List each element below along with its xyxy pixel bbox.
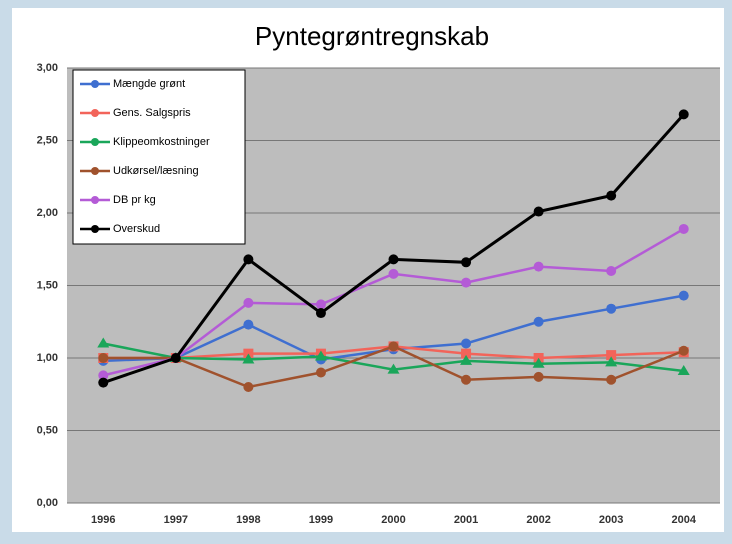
legend-marker <box>91 80 99 88</box>
point <box>679 109 689 119</box>
point <box>606 375 616 385</box>
legend-marker <box>91 167 99 175</box>
point <box>316 368 326 378</box>
legend-box <box>73 70 245 244</box>
legend-label: DB pr kg <box>113 194 156 206</box>
point <box>316 308 326 318</box>
point <box>534 207 544 217</box>
x-tick-label: 2004 <box>671 514 696 526</box>
y-tick-label: 1,50 <box>37 279 58 291</box>
point <box>243 298 253 308</box>
point <box>98 353 108 363</box>
point <box>389 341 399 351</box>
point <box>679 346 689 356</box>
point <box>171 353 181 363</box>
x-tick-label: 2002 <box>526 514 550 526</box>
point <box>606 266 616 276</box>
point <box>461 278 471 288</box>
chart-title: Pyntegrøntregnskab <box>255 21 489 51</box>
y-tick-label: 2,00 <box>37 207 58 219</box>
x-tick-label: 2003 <box>599 514 623 526</box>
y-tick-label: 2,50 <box>37 134 58 146</box>
point <box>606 304 616 314</box>
point <box>243 320 253 330</box>
point <box>679 291 689 301</box>
point <box>461 375 471 385</box>
point <box>606 191 616 201</box>
legend-label: Udkørsel/læsning <box>113 165 199 177</box>
point <box>389 269 399 279</box>
point <box>316 299 326 309</box>
x-tick-label: 1998 <box>236 514 260 526</box>
x-tick-label: 2001 <box>454 514 478 526</box>
chart: Pyntegrøntregnskab 0,00 0,50 1,00 1,50 2,00 2… <box>0 0 732 539</box>
point <box>534 262 544 272</box>
legend-label: Klippeomkostninger <box>113 136 210 148</box>
x-tick-label: 1997 <box>164 514 188 526</box>
legend-label: Gens. Salgspris <box>113 107 191 119</box>
page: Pyntegrøntregnskab 0,00 0,50 1,00 1,50 2,00 2… <box>0 0 732 539</box>
x-tick-label: 1996 <box>91 514 115 526</box>
point <box>461 339 471 349</box>
y-tick-label: 1,00 <box>37 352 58 364</box>
y-tick-label: 3,00 <box>37 62 58 74</box>
point <box>243 382 253 392</box>
x-tick-label: 2000 <box>381 514 405 526</box>
point <box>534 317 544 327</box>
legend-label: Overskud <box>113 223 160 235</box>
legend-marker <box>91 196 99 204</box>
point <box>679 224 689 234</box>
point <box>389 254 399 264</box>
y-tick-label: 0,00 <box>37 497 58 509</box>
x-tick-label: 1999 <box>309 514 333 526</box>
legend-marker <box>91 109 99 117</box>
legend-marker <box>91 225 99 233</box>
point <box>461 257 471 267</box>
y-tick-label: 0,50 <box>37 424 58 436</box>
point <box>98 378 108 388</box>
point <box>243 254 253 264</box>
legend-label: Mængde grønt <box>113 78 185 90</box>
point <box>534 372 544 382</box>
legend-marker <box>91 138 99 146</box>
